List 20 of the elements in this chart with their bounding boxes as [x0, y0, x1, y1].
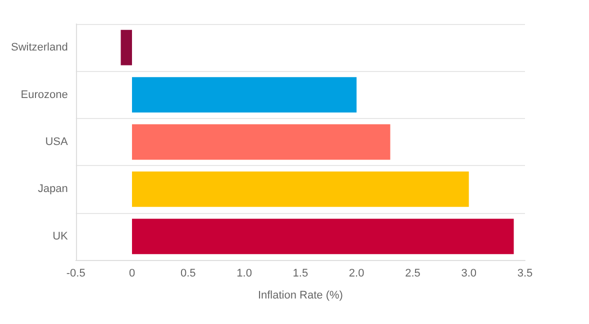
bar: [132, 172, 469, 207]
x-tick-label: 3.0: [461, 268, 477, 280]
y-tick-label: Switzerland: [11, 42, 68, 54]
bar: [132, 218, 514, 254]
y-tick-label: USA: [45, 136, 69, 148]
y-tick-label: UK: [52, 230, 69, 242]
x-tick-label: 3.5: [517, 268, 533, 280]
bar: [132, 124, 390, 160]
x-axis-title: Inflation Rate (%): [258, 290, 343, 302]
x-tick-label: 2.0: [348, 268, 364, 280]
bar: [120, 30, 132, 66]
x-tick-label: 0: [128, 268, 136, 280]
x-tick-label: -0.5: [66, 268, 86, 280]
y-tick-label: Japan: [38, 183, 68, 196]
x-tick-label: 1.5: [292, 268, 308, 280]
x-tick-label: 2.5: [405, 268, 420, 280]
x-tick-label: 1.0: [236, 268, 252, 280]
y-tick-label: Eurozone: [20, 88, 68, 101]
x-tick-label: 0.5: [180, 268, 196, 280]
bar: [132, 77, 357, 112]
